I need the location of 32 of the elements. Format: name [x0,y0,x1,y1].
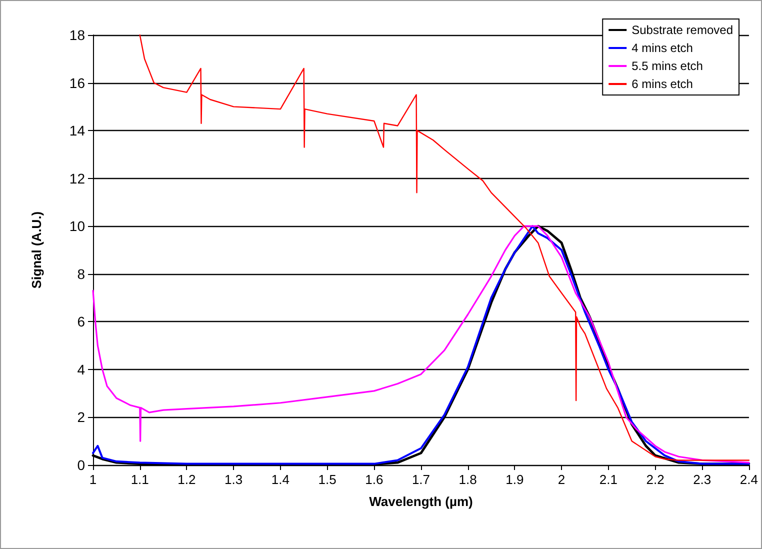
x-tick-label: 2.3 [693,472,712,487]
x-tick-label: 1.3 [224,472,243,487]
x-tick-label: 1.5 [318,472,336,487]
x-tick-label: 2 [558,472,566,487]
y-tick-label: 6 [77,314,86,330]
x-axis-title: Wavelength (µm) [369,494,473,509]
legend-label: Substrate removed [632,23,734,37]
y-tick-label: 4 [77,361,86,378]
y-tick-label: 10 [69,218,86,234]
x-tick-label: 1.1 [130,472,149,487]
x-tick-label: 1.4 [271,472,290,487]
legend-label: 6 mins etch [632,77,693,91]
line-series [139,34,750,461]
y-tick-label: 2 [77,409,86,426]
y-tick-label: 0 [77,457,86,473]
x-tick-label: 2.4 [740,472,758,487]
y-tick-label: 18 [69,27,86,43]
x-tick-label: 2.1 [599,472,618,487]
x-tick-label: 1 [89,472,97,487]
legend-label: 5.5 mins etch [632,59,703,73]
x-tick-label: 2.2 [646,472,664,487]
x-tick-label: 1.6 [365,472,384,487]
y-tick-label: 8 [77,266,86,282]
x-tick-label: 1.9 [506,472,524,487]
y-tick-label: 14 [69,122,86,139]
x-tick-label: 1.2 [178,472,196,487]
y-tick-label: 12 [69,170,86,186]
y-axis-title: Signal (A.U.) [29,211,44,289]
y-tick-label: 16 [69,74,86,91]
x-tick-label: 1.7 [412,472,430,487]
legend-label: 4 mins etch [632,41,693,55]
x-tick-label: 1.8 [458,472,477,487]
